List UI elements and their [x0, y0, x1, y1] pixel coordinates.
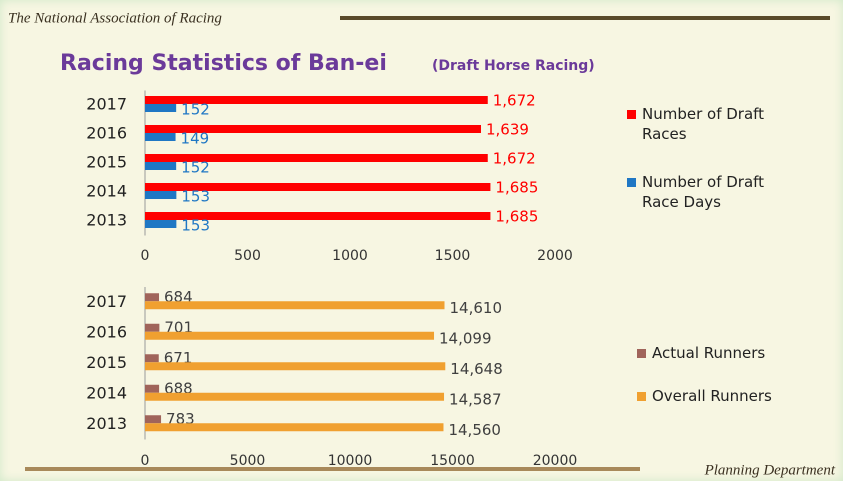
y-tick-label: 2016 — [86, 124, 127, 143]
value-label: 14,560 — [448, 421, 501, 439]
legend-swatch — [637, 349, 646, 358]
y-tick-label: 2016 — [86, 322, 127, 341]
value-label: 14,610 — [450, 299, 503, 317]
value-label: 1,672 — [493, 150, 536, 168]
x-tick-label: 0 — [141, 453, 150, 469]
value-label: 14,587 — [449, 390, 502, 408]
legend-label: Number of Draft Race Days — [642, 173, 765, 211]
y-tick-label: 2014 — [86, 182, 127, 201]
value-label: 153 — [181, 217, 210, 235]
y-tick-label: 2015 — [86, 353, 127, 372]
legend-swatch — [637, 392, 646, 401]
bar — [145, 423, 444, 432]
y-tick-label: 2013 — [86, 414, 127, 433]
value-label: 1,685 — [495, 179, 538, 197]
bar — [145, 96, 488, 104]
value-label: 152 — [181, 159, 210, 177]
y-tick-label: 2013 — [86, 211, 127, 230]
legend-label: Actual Runners — [652, 344, 766, 362]
bar — [145, 301, 445, 310]
bar — [145, 331, 435, 340]
bar — [145, 384, 160, 393]
x-tick-label: 1500 — [435, 248, 471, 264]
y-tick-label: 2014 — [86, 383, 127, 402]
bar — [145, 154, 488, 162]
legend-swatch — [627, 110, 636, 119]
x-tick-label: 15000 — [430, 453, 475, 469]
y-tick-label: 2017 — [86, 95, 127, 114]
header: The National Association of Racing — [8, 10, 222, 26]
value-label: 149 — [181, 130, 210, 148]
x-tick-label: 2000 — [537, 248, 573, 264]
bar — [145, 354, 159, 363]
footer: Planning Department — [704, 462, 836, 478]
x-tick-label: 1000 — [332, 248, 368, 264]
value-label: 1,639 — [486, 121, 529, 139]
bar — [145, 125, 481, 133]
x-tick-label: 10000 — [328, 453, 373, 469]
x-tick-label: 5000 — [230, 453, 266, 469]
bar — [145, 104, 177, 112]
y-tick-label: 2017 — [86, 292, 127, 311]
bar — [145, 293, 160, 302]
bar — [145, 183, 491, 191]
value-label: 1,685 — [495, 208, 538, 226]
x-tick-label: 500 — [234, 248, 261, 264]
subtitle: (Draft Horse Racing) — [432, 58, 595, 74]
bar — [145, 162, 177, 170]
legend-label: Number of Draft Races — [642, 105, 765, 143]
value-label: 1,672 — [493, 92, 536, 110]
bar — [145, 323, 160, 332]
value-label: 152 — [181, 101, 210, 119]
bar — [145, 362, 446, 371]
x-tick-label: 0 — [141, 248, 150, 264]
value-label: 153 — [181, 188, 210, 206]
legend-label: Overall Runners — [652, 387, 772, 405]
bar — [145, 212, 491, 220]
x-tick-label: 20000 — [533, 453, 578, 469]
y-tick-label: 2015 — [86, 153, 127, 172]
bar — [145, 191, 177, 199]
bar — [145, 415, 162, 424]
value-label: 14,099 — [439, 329, 492, 347]
value-label: 14,648 — [450, 360, 503, 378]
bar — [145, 133, 176, 141]
legend-swatch — [627, 178, 636, 187]
bar — [145, 220, 177, 228]
title: Racing Statistics of Ban-ei — [60, 51, 387, 76]
bar — [145, 392, 445, 401]
